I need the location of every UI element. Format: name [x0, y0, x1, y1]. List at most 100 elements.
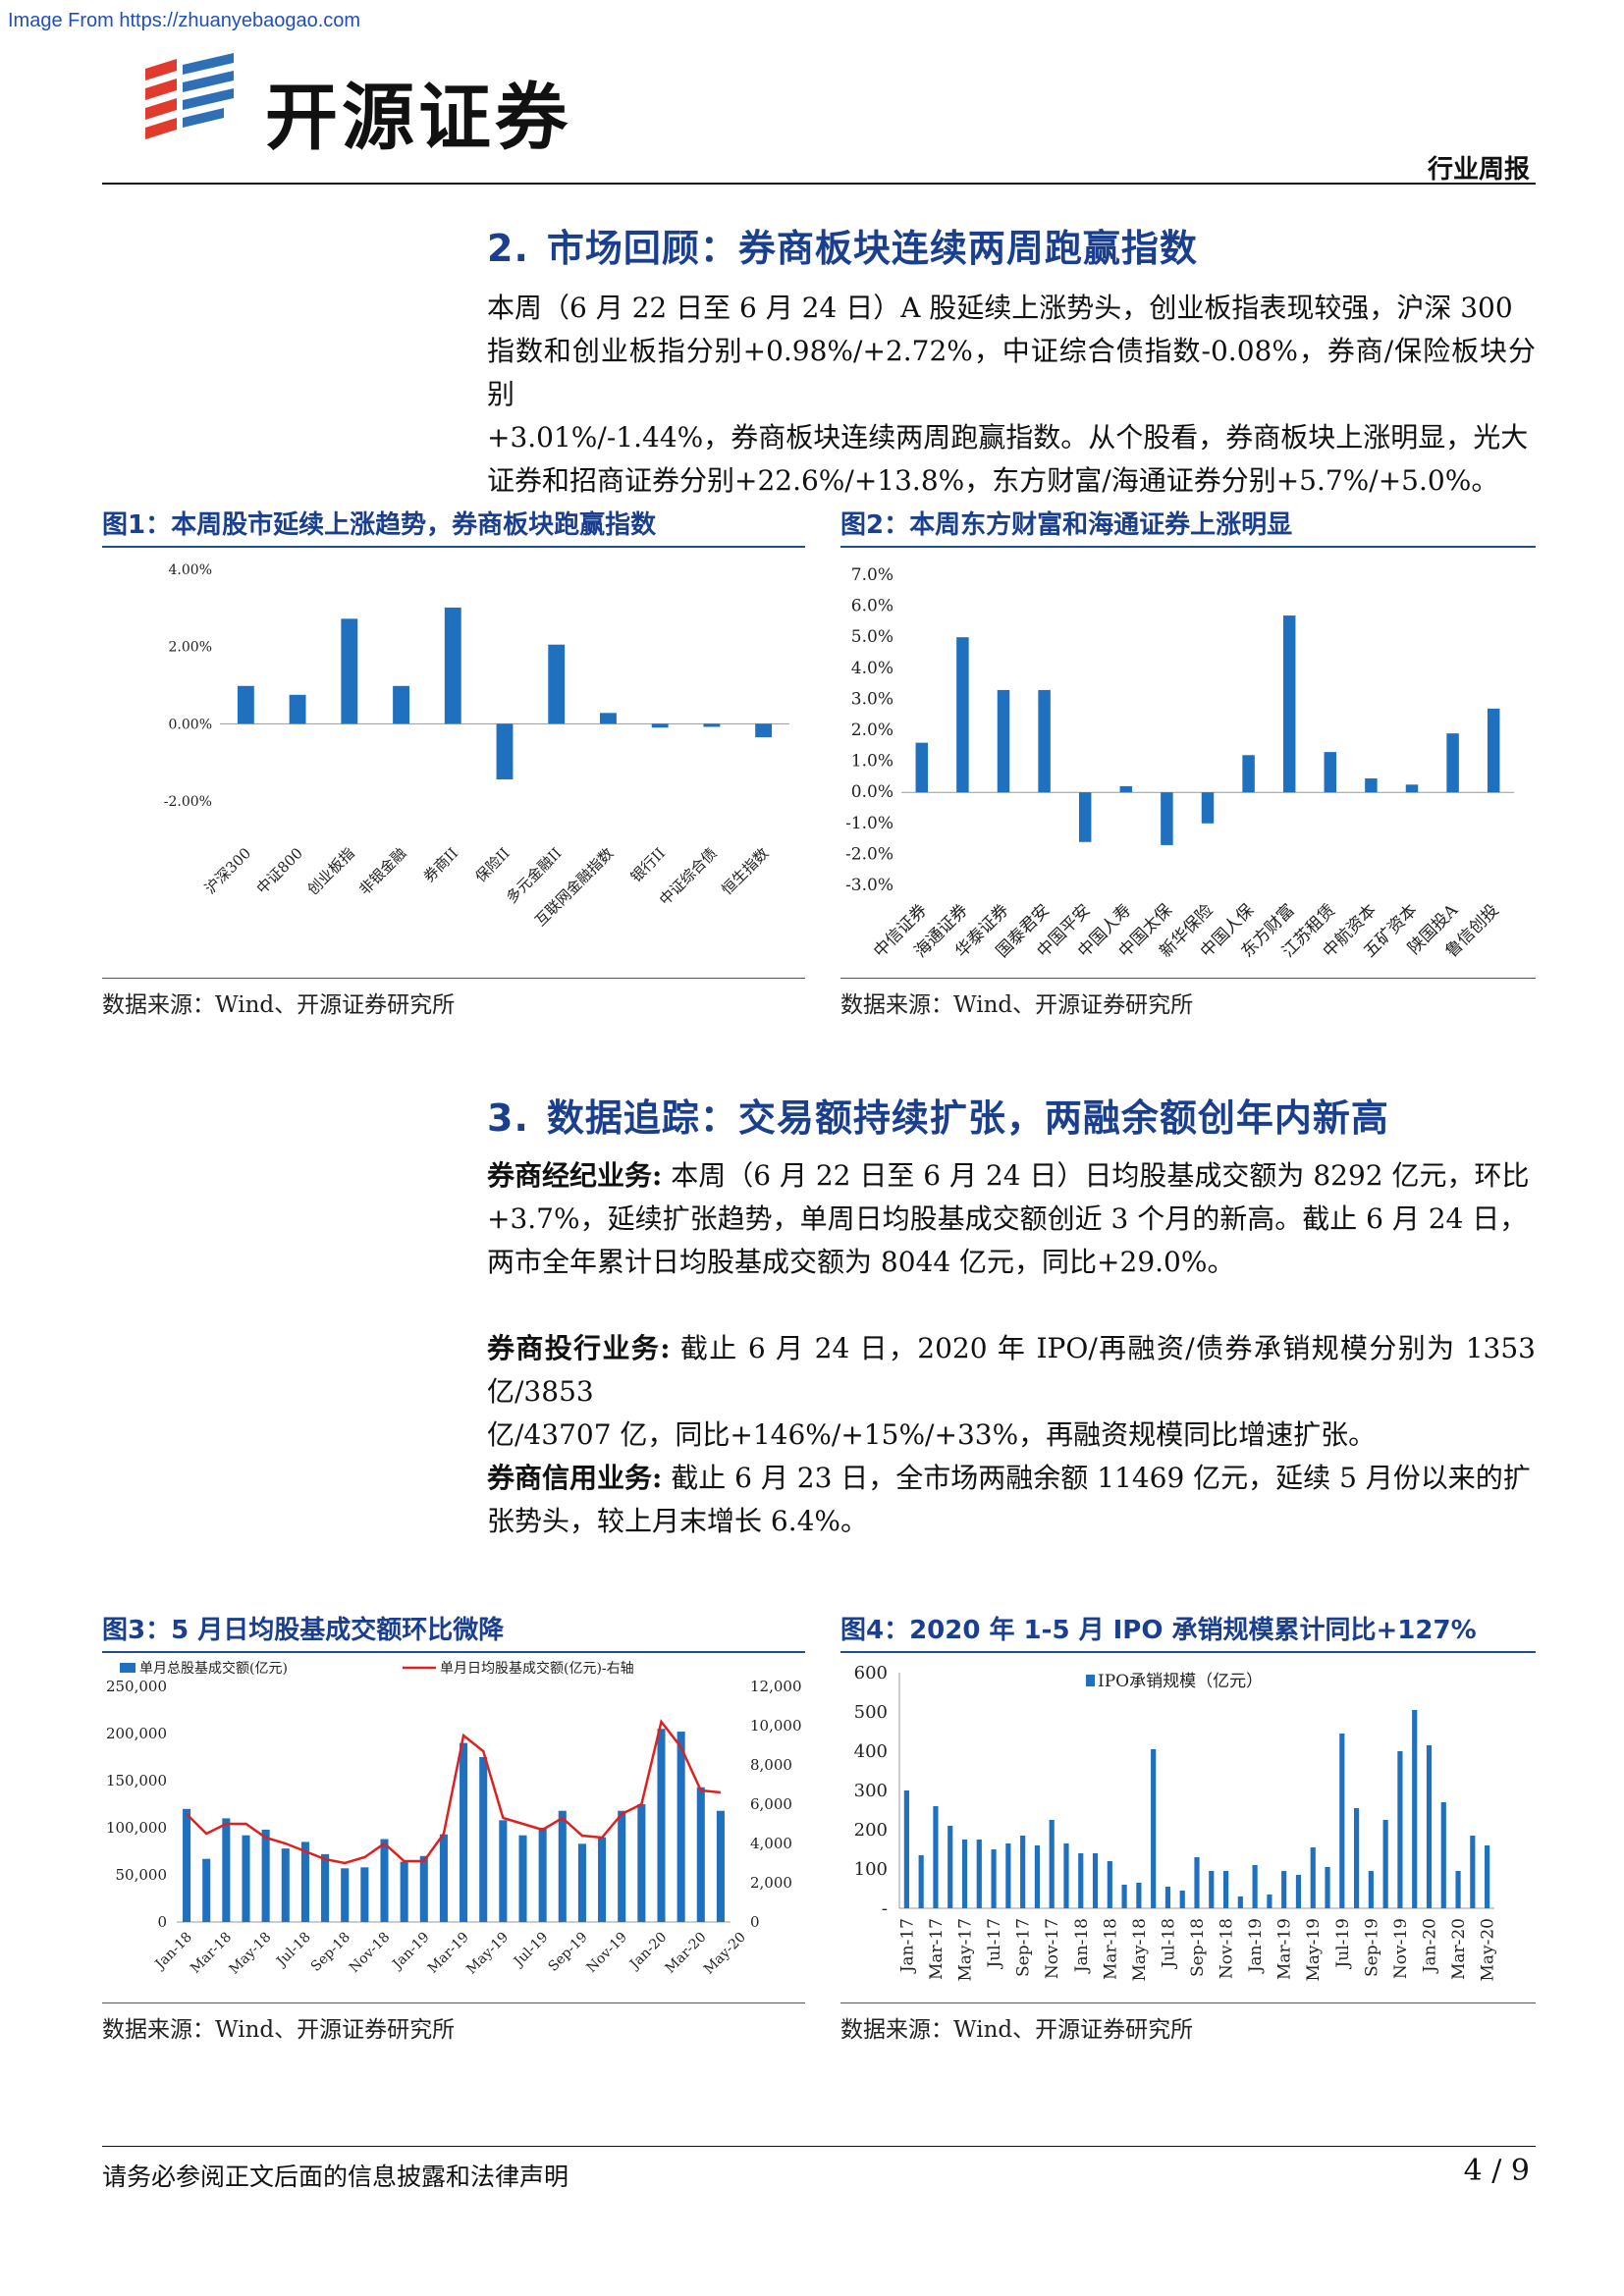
paragraph-line: 券商投行业务: 截止 6 月 24 日，2020 年 IPO/再融资/债券承销规… — [487, 1332, 1536, 1408]
bar — [460, 1742, 468, 1922]
bar — [1382, 1820, 1388, 1908]
x-category-label: Jul-17 — [985, 1918, 1004, 1970]
y-tick-label-right: 2,000 — [750, 1874, 792, 1892]
y-tick-label: - — [882, 1898, 888, 1919]
bar — [1325, 1867, 1330, 1908]
figure-2-chart: 7.0% 6.0% 5.0% 4.0% 3.0% 2.0% 1.0% 0.0% -1.0% -2.… — [845, 565, 1514, 962]
brokerage-label: 券商经纪业务: — [487, 1159, 663, 1192]
bar — [439, 1834, 448, 1922]
x-category-label: Mar-19 — [1275, 1918, 1295, 1980]
bar — [1353, 1808, 1360, 1908]
bar — [1121, 1885, 1127, 1908]
x-category-label: Mar-20 — [663, 1930, 710, 1977]
bar — [1164, 1887, 1171, 1908]
x-category-label: May-18 — [1130, 1918, 1150, 1982]
x-category-label: 银行II — [627, 844, 669, 885]
y-tick-label: 4.0% — [851, 659, 893, 678]
bar — [1034, 1845, 1041, 1908]
paragraph-line: 本周（6 月 22 日至 6 月 24 日）A 股延续上涨势头，创业板指表现较强… — [487, 292, 1513, 324]
bar — [1365, 777, 1378, 793]
bar — [1412, 1710, 1418, 1908]
section-2-title: 市场回顾：券商板块连续两周跑赢指数 — [546, 227, 1198, 270]
bar — [321, 1853, 330, 1922]
bar — [1455, 1871, 1461, 1908]
legend-bar-swatch — [1086, 1675, 1095, 1686]
x-category-label: 创业板指 — [303, 844, 357, 898]
bar — [657, 1729, 666, 1922]
bar — [341, 1868, 350, 1922]
bar — [1310, 1847, 1316, 1908]
bar — [903, 1790, 909, 1908]
bar — [1324, 752, 1337, 793]
y-tick-label: -2.00% — [164, 794, 212, 810]
y-tick-label: -2.0% — [845, 844, 893, 864]
y-tick-label: 0.00% — [169, 717, 212, 732]
bar — [1470, 1836, 1476, 1908]
bar — [1161, 792, 1173, 845]
x-category-label: Nov-19 — [1391, 1918, 1411, 1979]
bar — [755, 723, 773, 738]
bar — [479, 1757, 488, 1922]
bar — [1281, 1871, 1287, 1908]
figure-3-source: 数据来源：Wind、开源证券研究所 — [102, 2017, 456, 2043]
y-tick-label: 7.0% — [851, 565, 893, 585]
logo-text: 开源证券 — [265, 76, 571, 160]
bar — [1237, 1896, 1243, 1908]
bar — [618, 1810, 626, 1922]
y-tick-label-left: 100,000 — [106, 1819, 167, 1837]
paragraph-line: 券商信用业务: 截止 6 月 23 日，全市场两融余额 11469 亿元，延续 … — [487, 1462, 1531, 1494]
x-category-label: Sep-18 — [1188, 1918, 1208, 1977]
x-category-label: Mar-20 — [1449, 1918, 1469, 1980]
y-tick-label: 100 — [854, 1859, 888, 1880]
bar — [1020, 1836, 1026, 1908]
y-tick-label: -3.0% — [845, 876, 893, 895]
bar — [496, 723, 514, 779]
x-category-label: 非银金融 — [355, 844, 409, 898]
figure-3-top-rule — [102, 1651, 805, 1653]
bar — [1295, 1875, 1302, 1908]
x-category-label: Sep-19 — [1362, 1918, 1381, 1977]
bar — [918, 1855, 924, 1908]
bar — [558, 1810, 567, 1922]
bar — [202, 1858, 211, 1922]
bar — [261, 1829, 270, 1922]
bar — [1151, 1749, 1157, 1908]
bar — [183, 1808, 191, 1922]
bar — [1078, 1853, 1084, 1908]
y-tick-label-right: 0 — [750, 1913, 760, 1931]
x-category-label: 恒生指数 — [718, 844, 772, 898]
section-2-number: 2. — [487, 227, 529, 270]
bar — [1405, 784, 1419, 793]
bar — [1201, 792, 1215, 824]
paragraph-line: 张势头，较上月末增长 6.4%。 — [487, 1505, 869, 1537]
figure-2-top-rule — [840, 546, 1536, 548]
y-tick-label-left: 0 — [157, 1913, 167, 1931]
bar — [1092, 1853, 1099, 1908]
bar — [915, 742, 929, 793]
bar — [1078, 792, 1092, 842]
bar — [237, 685, 254, 724]
bar — [1446, 733, 1459, 793]
bar — [1368, 1871, 1374, 1908]
x-category-label: May-20 — [701, 1930, 749, 1978]
bar — [1440, 1802, 1446, 1908]
x-category-label: May-19 — [1304, 1918, 1324, 1982]
logo-mark-icon — [145, 53, 234, 139]
figure-1-source: 数据来源：Wind、开源证券研究所 — [102, 992, 456, 1018]
x-category-label: Mar-19 — [425, 1930, 472, 1977]
bar — [499, 1820, 508, 1922]
report-type-label: 行业周报 — [1427, 155, 1530, 185]
page-number: 4 / 9 — [1463, 2154, 1530, 2188]
figure-1-bottom-rule — [102, 978, 805, 979]
bar — [1252, 1865, 1258, 1908]
bar — [518, 1835, 527, 1922]
bar — [961, 1840, 968, 1908]
bar — [1136, 1883, 1142, 1908]
bar — [1005, 1843, 1011, 1908]
paragraph-line: 亿/43707 亿，同比+146%/+15%/+33%，再融资规模同比增速扩张。 — [487, 1418, 1377, 1451]
bar — [538, 1828, 547, 1922]
x-category-label: Jan-20 — [1420, 1918, 1439, 1974]
bar — [947, 1826, 953, 1908]
bar — [300, 1842, 309, 1922]
bar — [1267, 1895, 1272, 1908]
